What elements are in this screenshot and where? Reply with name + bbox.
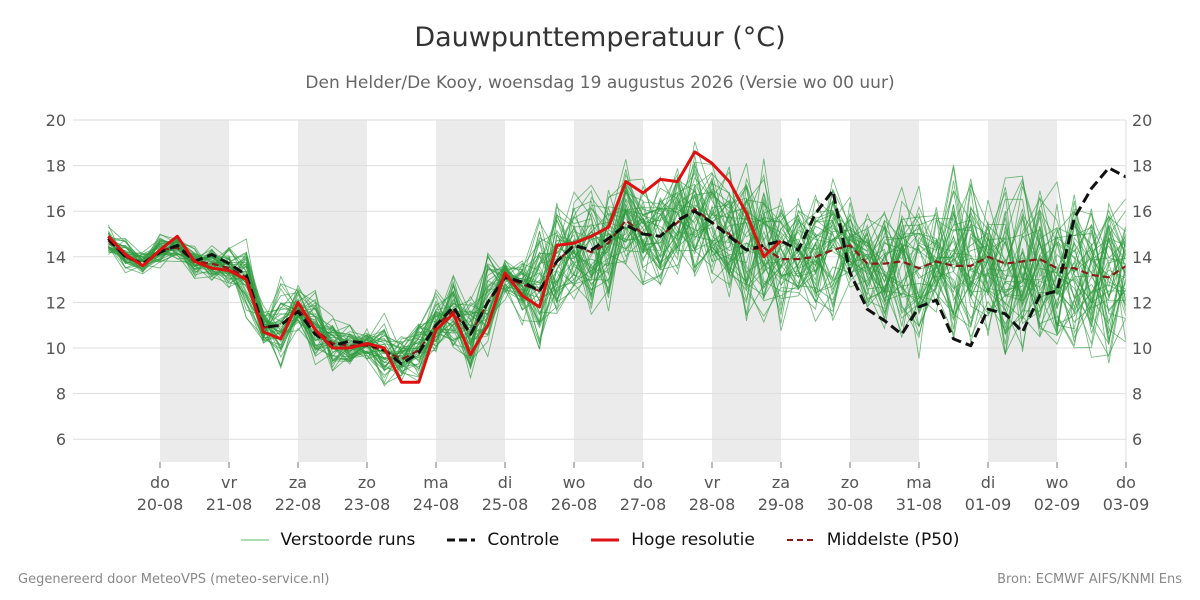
y-tick-label-left: 16 <box>46 202 66 221</box>
legend: Verstoorde runs Controle Hoge resolutie … <box>0 530 1200 550</box>
footer-credit: Gegenereerd door MeteoVPS (meteo-service… <box>18 572 330 587</box>
x-tick-day: za <box>772 473 790 492</box>
ensemble-member-line <box>108 178 1127 360</box>
x-tick-day: do <box>1116 473 1136 492</box>
x-tick-date: 02-09 <box>1034 495 1081 514</box>
y-tick-label-left: 8 <box>56 385 66 404</box>
x-tick-day: do <box>633 473 653 492</box>
ensemble-member-line <box>108 186 1127 368</box>
y-tick-label-right: 12 <box>1132 293 1152 312</box>
chart-title: Dauwpunttemperatuur (°C) <box>414 22 786 53</box>
x-tick-date: 22-08 <box>275 495 322 514</box>
footer-source: Bron: ECMWF AIFS/KNMI Ens <box>997 572 1182 587</box>
weekend-band <box>160 120 229 462</box>
legend-item-verstoorde-runs: Verstoorde runs <box>240 530 416 550</box>
x-tick-day: do <box>150 473 170 492</box>
y-tick-label-right: 18 <box>1132 157 1152 176</box>
legend-label: Controle <box>487 530 560 550</box>
ensemble-member-line <box>108 173 1127 377</box>
x-tick-date: 23-08 <box>344 495 391 514</box>
x-tick-day: wo <box>1046 473 1069 492</box>
x-tick-day: vr <box>221 473 237 492</box>
y-tick-label-right: 10 <box>1132 339 1152 358</box>
y-tick-label-right: 8 <box>1132 385 1142 404</box>
x-tick-date: 21-08 <box>206 495 253 514</box>
chart-subtitle: Den Helder/De Kooy, woensdag 19 augustus… <box>305 73 895 93</box>
legend-swatch-black-dashed <box>447 538 476 542</box>
legend-swatch-green-thin <box>240 539 269 541</box>
legend-label: Hoge resolutie <box>631 530 755 550</box>
x-tick-day: za <box>289 473 307 492</box>
legend-swatch-darkred-dashed <box>786 539 815 541</box>
x-tick-day: zo <box>841 473 859 492</box>
legend-item-middelste: Middelste (P50) <box>786 530 960 550</box>
ensemble-member-line <box>108 158 1127 377</box>
legend-label: Middelste (P50) <box>826 530 960 550</box>
main-series-layer <box>107 150 1127 384</box>
y-tick-label-right: 6 <box>1132 430 1142 449</box>
x-tick-date: 28-08 <box>689 495 736 514</box>
x-tick-date: 27-08 <box>620 495 667 514</box>
y-tick-label-left: 12 <box>46 293 66 312</box>
x-tick-day: wo <box>563 473 586 492</box>
y-tick-label-left: 6 <box>56 430 66 449</box>
chart-plot-area: 6 6 8 8 10 10 12 12 14 14 16 16 18 18 20 20 do 20-08 vr 21-… <box>46 111 1153 514</box>
y-tick-label-left: 20 <box>46 111 66 130</box>
ensemble-member-line <box>107 193 1127 369</box>
y-tick-label-left: 18 <box>46 157 66 176</box>
ensemble-member-line <box>108 176 1127 375</box>
x-tick-day: di <box>498 473 513 492</box>
ensemble-member-line <box>107 155 1127 368</box>
x-tick-date: 03-09 <box>1103 495 1150 514</box>
y-tick-label-left: 14 <box>46 248 66 267</box>
y-tick-label-right: 20 <box>1132 111 1152 130</box>
x-tick-date: 24-08 <box>413 495 460 514</box>
x-tick-date: 20-08 <box>137 495 184 514</box>
series-line-hoge-resolutie <box>107 150 783 384</box>
x-tick-date: 01-09 <box>965 495 1012 514</box>
x-tick-date: 31-08 <box>896 495 943 514</box>
x-tick-day: di <box>981 473 996 492</box>
x-tick-day: vr <box>704 473 720 492</box>
y-tick-label-right: 16 <box>1132 202 1152 221</box>
x-tick-day: ma <box>906 473 931 492</box>
legend-swatch-red-solid <box>591 538 620 542</box>
y-tick-label-left: 10 <box>46 339 66 358</box>
ensemble-member-line <box>108 161 1127 364</box>
x-tick-date: 30-08 <box>827 495 874 514</box>
y-tick-label-right: 14 <box>1132 248 1152 267</box>
axes-layer: 6 6 8 8 10 10 12 12 14 14 16 16 18 18 20 20 do 20-08 vr 21-… <box>46 111 1153 514</box>
x-tick-day: ma <box>423 473 448 492</box>
x-tick-date: 25-08 <box>482 495 529 514</box>
legend-item-controle: Controle <box>447 530 559 550</box>
x-tick-day: zo <box>358 473 376 492</box>
x-tick-date: 29-08 <box>758 495 805 514</box>
legend-label: Verstoorde runs <box>280 530 416 550</box>
series-line-controle <box>107 166 1127 366</box>
legend-item-hoge-resolutie: Hoge resolutie <box>591 530 755 550</box>
weekend-band <box>298 120 367 462</box>
x-tick-date: 26-08 <box>551 495 598 514</box>
